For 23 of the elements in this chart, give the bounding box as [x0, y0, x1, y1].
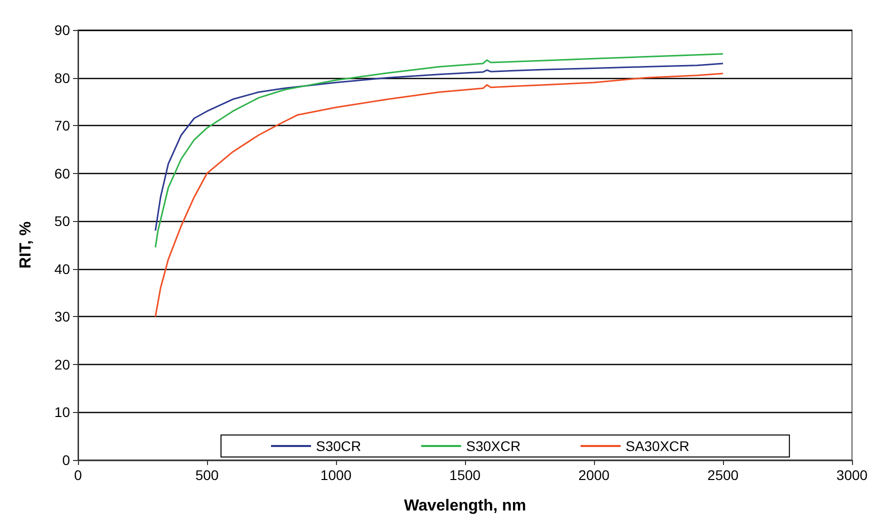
- y-tick-label: 0: [62, 452, 70, 468]
- x-axis-title: Wavelength, nm: [404, 498, 526, 514]
- y-tick-label: 60: [54, 165, 70, 182]
- legend-label: S30XCR: [466, 438, 521, 454]
- y-tick-label: 10: [54, 404, 70, 420]
- y-tick-label: 20: [54, 356, 70, 372]
- x-tick-label: 1500: [449, 467, 481, 483]
- legend-label: S30CR: [316, 438, 362, 454]
- x-tick-label: 1000: [320, 467, 352, 483]
- y-axis-title: RIT, %: [18, 221, 34, 269]
- y-tick-label: 70: [54, 118, 70, 134]
- y-tick-label: 90: [54, 22, 70, 38]
- x-tick-label: 2000: [578, 467, 610, 483]
- line-series: [154, 72, 724, 318]
- legend-label: SA30XCR: [626, 438, 690, 454]
- y-tick-label: 50: [54, 213, 70, 230]
- x-tick-label: 3000: [836, 467, 868, 483]
- x-tick-label: 2500: [707, 467, 739, 483]
- y-tick-label: 40: [54, 260, 70, 277]
- y-tick-label: 30: [54, 308, 70, 325]
- x-tick-label: 500: [195, 467, 219, 483]
- y-tick-label: 80: [54, 70, 70, 86]
- x-tick-label: 0: [74, 467, 82, 483]
